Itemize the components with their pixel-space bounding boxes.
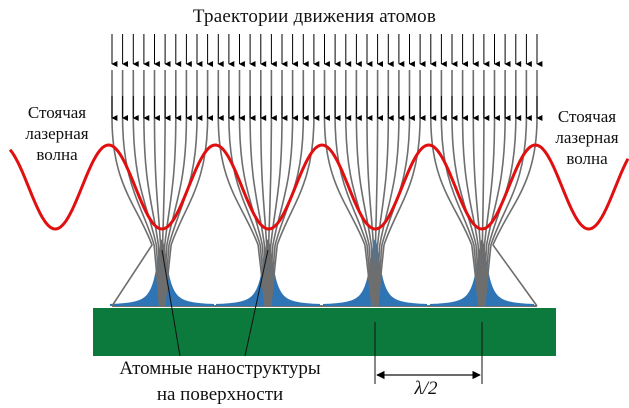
atom-trajectory — [111, 70, 153, 307]
atom-trajectory — [376, 70, 421, 307]
right-wave-label-line-1: Стоячая — [557, 107, 617, 126]
atom-trajectory — [482, 70, 496, 307]
left-wave-label: Стоячая лазерная волна — [2, 102, 112, 165]
atom-trajectory — [270, 70, 315, 307]
right-wave-label-line-3: волна — [566, 149, 608, 168]
atom-trajectory — [267, 70, 273, 307]
atom-trajectory — [440, 70, 481, 307]
atom-trajectory — [268, 70, 283, 307]
atom-trajectory — [217, 70, 266, 307]
nanostructures-label: Атомные наноструктуры на поверхности — [70, 356, 370, 408]
atom-trajectory — [374, 70, 379, 307]
atom-trajectory — [132, 70, 162, 307]
atom-trajectory — [323, 70, 373, 307]
atom-trajectory — [345, 70, 374, 307]
atom-trajectory — [492, 70, 538, 307]
atom-trajectory — [268, 70, 294, 307]
atom-trajectory — [162, 70, 177, 307]
atom-trajectory — [451, 70, 481, 307]
diagram-title: Траектории движения атомов — [192, 6, 437, 27]
left-wave-label-line-3: волна — [36, 145, 78, 164]
atom-trajectory — [375, 70, 390, 307]
substrate — [93, 308, 556, 356]
right-wave-label-line-2: лазерная — [555, 128, 619, 147]
nanostructures-label-line-1: Атомные наноструктуры — [119, 358, 321, 379]
atom-trajectory — [483, 70, 528, 307]
nanostructures — [110, 239, 534, 306]
atom-trajectory — [121, 70, 161, 307]
period-label: λ/2 — [414, 378, 438, 399]
left-wave-label-line-1: Стоячая — [27, 103, 87, 122]
atom-trajectory — [143, 70, 162, 307]
pointer-line-1 — [161, 249, 181, 357]
atom-trajectory — [334, 70, 374, 307]
atom-trajectory — [249, 70, 268, 307]
atom-trajectory — [238, 70, 268, 307]
atom-trajectory — [355, 70, 375, 307]
atom-trajectory — [162, 70, 188, 307]
atom-trajectory — [228, 70, 267, 307]
left-wave-label-line-2: лазерная — [25, 124, 89, 143]
atom-trajectory — [163, 70, 209, 307]
atom-trajectory — [153, 70, 163, 307]
standing-laser-wave — [8, 143, 629, 231]
atom-trajectory — [481, 70, 485, 307]
atom-trajectory — [472, 70, 483, 307]
atom-trajectory — [482, 70, 506, 307]
nanostructures-label-line-2: на поверхности — [156, 384, 284, 405]
atom-trajectories — [111, 70, 538, 307]
atom-trajectory — [161, 70, 166, 307]
atom-trajectory — [430, 70, 480, 307]
atom-trajectory — [375, 70, 400, 307]
incoming-atom-arrows — [111, 34, 543, 121]
pointer-line-2 — [244, 249, 269, 357]
right-wave-label: Стоячая лазерная волна — [532, 106, 629, 169]
atom-trajectory — [260, 70, 269, 307]
atom-trajectory — [461, 70, 482, 307]
atom-trajectory — [366, 70, 376, 307]
